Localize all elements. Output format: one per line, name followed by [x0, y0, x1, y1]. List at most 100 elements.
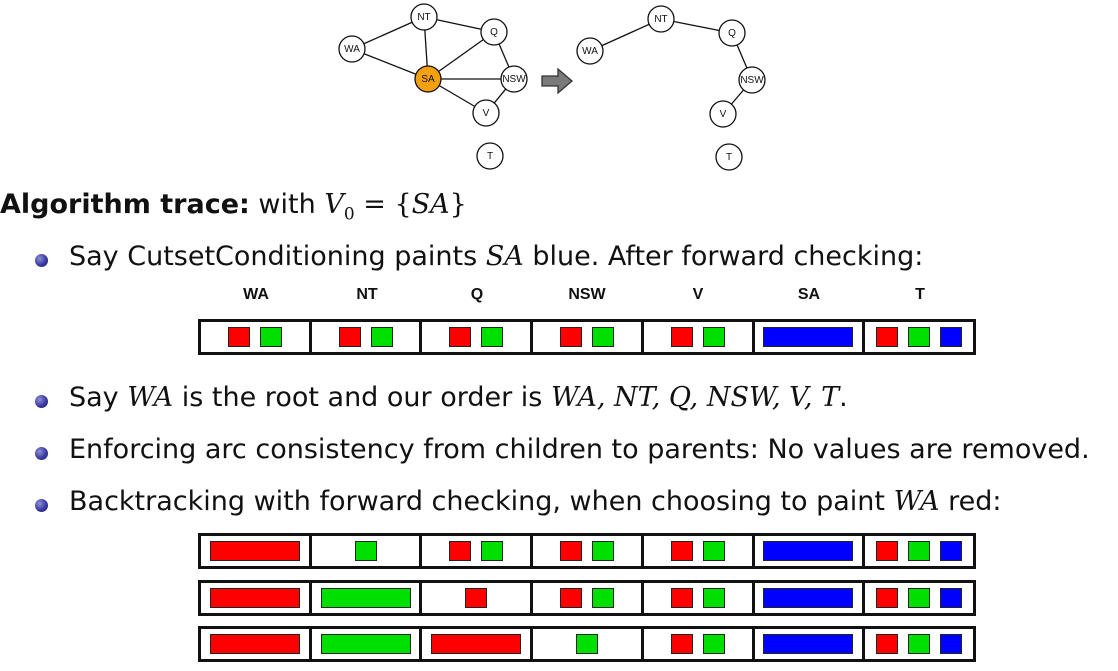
- red-swatch: [670, 541, 693, 561]
- node-nsw: [500, 65, 528, 93]
- domain-row-q-red: [198, 626, 976, 662]
- domain-cell-nsw: [533, 536, 644, 566]
- domain-cell-nt: [312, 583, 423, 613]
- heading-math: V0 = {SA}: [324, 189, 467, 225]
- domain-cell-sa: [755, 629, 866, 659]
- transform-arrow-icon: [541, 67, 573, 95]
- blue-swatch: [763, 327, 854, 347]
- node-t: [715, 143, 743, 171]
- domain-cell-nt: [312, 322, 423, 352]
- green-swatch: [908, 634, 931, 654]
- green-swatch: [702, 634, 725, 654]
- bullet-icon: [35, 499, 48, 512]
- green-swatch: [702, 327, 725, 347]
- column-header-q: Q: [470, 286, 484, 303]
- node-label-sa: SA: [421, 74, 435, 85]
- blue-swatch: [763, 588, 854, 608]
- bullet-4-text: Backtracking with forward checking, when…: [69, 486, 1002, 517]
- column-header-wa: WA: [243, 286, 269, 303]
- domain-cell-nsw: [533, 583, 644, 613]
- domain-cell-wa: [201, 583, 312, 613]
- domain-row-after-forward-checking: [198, 319, 976, 355]
- domain-cell-sa: [755, 583, 866, 613]
- blue-swatch: [763, 541, 854, 561]
- red-swatch: [465, 588, 488, 608]
- red-swatch: [338, 327, 361, 347]
- domain-cell-sa: [755, 322, 866, 352]
- node-label-wa: WA: [344, 44, 360, 55]
- green-swatch: [908, 541, 931, 561]
- node-q: [480, 18, 508, 46]
- node-label-nsw: NSW: [502, 74, 526, 85]
- node-nsw: [738, 66, 766, 94]
- green-swatch: [320, 634, 411, 654]
- domain-cell-nsw: [533, 629, 644, 659]
- node-label-nsw: NSW: [740, 75, 764, 86]
- algorithm-trace-heading: Algorithm trace: with V0 = {SA}: [0, 189, 467, 224]
- domain-cell-q: [422, 536, 534, 566]
- red-swatch: [560, 541, 583, 561]
- red-swatch: [209, 634, 300, 654]
- green-swatch: [576, 634, 599, 654]
- red-swatch: [876, 588, 899, 608]
- node-label-nt: NT: [654, 14, 667, 25]
- blue-swatch: [940, 541, 963, 561]
- red-swatch: [876, 634, 899, 654]
- green-swatch: [702, 541, 725, 561]
- node-t: [476, 142, 504, 170]
- red-swatch: [670, 327, 693, 347]
- node-label-t: T: [487, 151, 493, 162]
- domain-cell-q: [422, 583, 534, 613]
- node-label-wa: WA: [582, 46, 598, 57]
- column-header-sa: SA: [797, 286, 821, 303]
- red-swatch: [876, 327, 899, 347]
- node-nt: [647, 5, 675, 33]
- green-swatch: [354, 541, 377, 561]
- column-header-t: T: [915, 286, 925, 303]
- green-swatch: [320, 588, 411, 608]
- green-swatch: [370, 327, 393, 347]
- red-swatch: [449, 327, 472, 347]
- domain-cell-v: [644, 583, 755, 613]
- green-swatch: [592, 541, 615, 561]
- node-label-t: T: [726, 152, 732, 163]
- domain-cell-wa: [201, 322, 312, 352]
- domain-cell-v: [644, 629, 755, 659]
- red-swatch: [560, 588, 583, 608]
- domain-cell-t: [865, 629, 973, 659]
- node-q: [718, 19, 746, 47]
- red-swatch: [209, 588, 300, 608]
- domain-row-nt-green: [198, 580, 976, 616]
- column-header-nsw: NSW: [568, 286, 606, 303]
- green-swatch: [592, 327, 615, 347]
- blue-swatch: [940, 327, 963, 347]
- domain-cell-nsw: [533, 322, 644, 352]
- heading-label: Algorithm trace:: [0, 189, 250, 220]
- blue-swatch: [940, 634, 963, 654]
- red-swatch: [670, 634, 693, 654]
- original-constraint-graph: WA NT Q SA NSW V T: [338, 3, 528, 170]
- bullet-1-text: Say CutsetConditioning paints SA blue. A…: [69, 241, 924, 272]
- domain-cell-v: [644, 536, 755, 566]
- node-wa: [576, 37, 604, 65]
- node-sa: [414, 65, 442, 93]
- heading-with: with: [258, 189, 316, 220]
- constraint-graph-figure: WA NT Q SA NSW V T WA NT Q NSW V T: [338, 3, 766, 171]
- green-swatch: [908, 327, 931, 347]
- domain-cell-t: [865, 322, 973, 352]
- node-label-nt: NT: [417, 12, 430, 23]
- red-swatch: [227, 327, 250, 347]
- node-label-v: V: [483, 108, 490, 119]
- green-swatch: [481, 327, 504, 347]
- red-swatch: [449, 541, 472, 561]
- column-header-nt: NT: [356, 286, 378, 303]
- domain-cell-wa: [201, 629, 312, 659]
- domain-cell-wa: [201, 536, 312, 566]
- domain-cell-v: [644, 322, 755, 352]
- domain-cell-q: [422, 629, 534, 659]
- red-swatch: [670, 588, 693, 608]
- domain-cell-nt: [312, 536, 423, 566]
- domain-cell-t: [865, 536, 973, 566]
- domain-cell-t: [865, 583, 973, 613]
- node-label-q: Q: [728, 28, 736, 39]
